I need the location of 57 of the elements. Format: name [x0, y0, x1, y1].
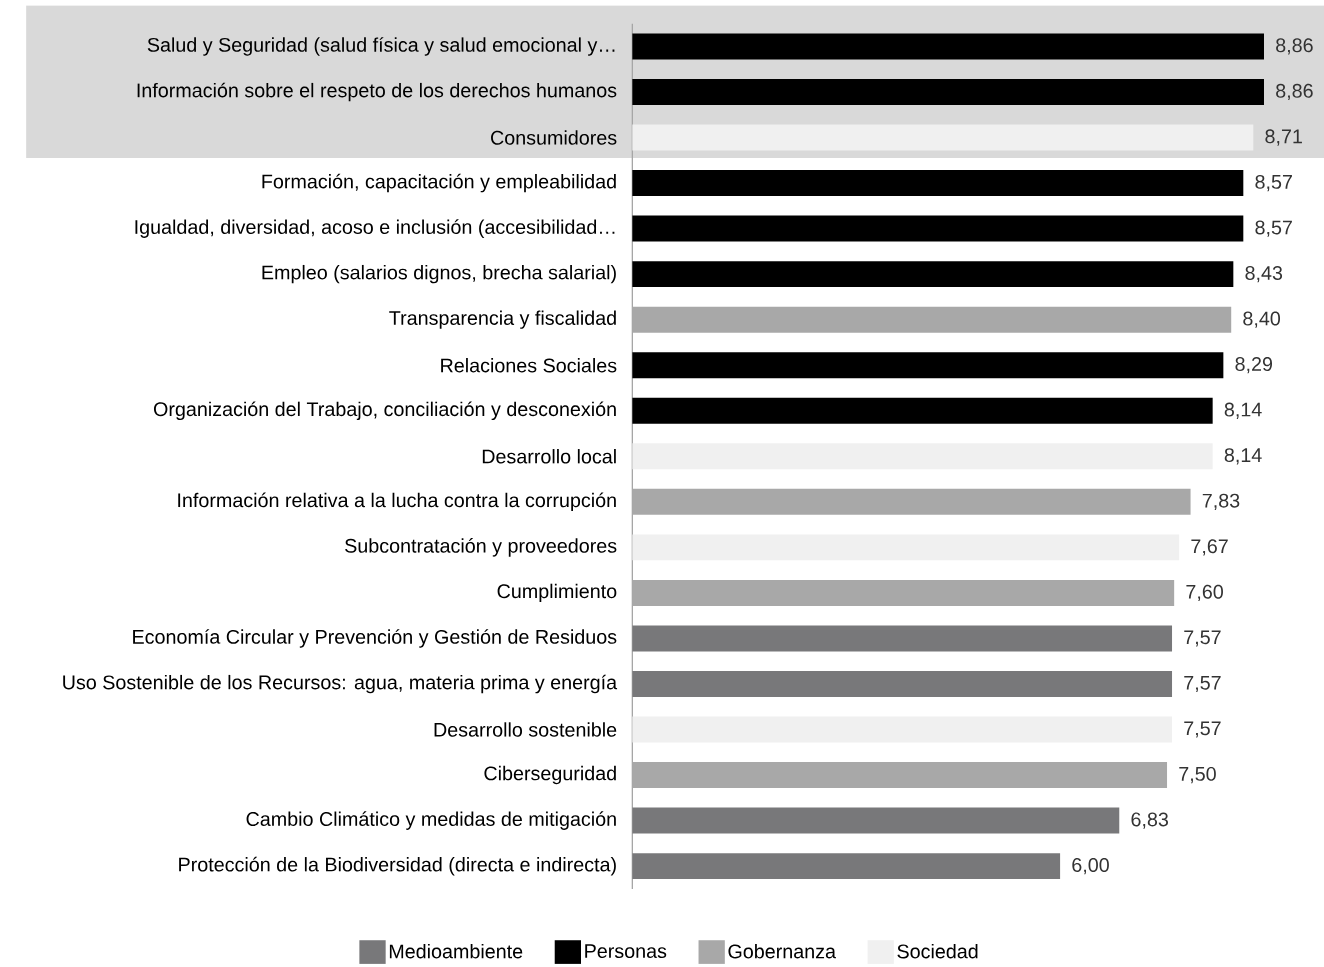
data-label: 8,57 [1255, 175, 1292, 192]
bar [632, 807, 1120, 834]
y-tick-label: Transparencia y fiscalidad [389, 310, 616, 330]
data-label: 7,60 [1186, 584, 1223, 602]
legend-label: Gobernanza [728, 944, 836, 959]
y-tick-label: Salud y Seguridad (salud física y salud emocional y… [147, 37, 615, 56]
data-label: 8,71 [1265, 129, 1302, 146]
data-label: 7,57 [1184, 721, 1221, 738]
data-label: 6,00 [1072, 858, 1109, 875]
bar [632, 398, 1213, 424]
legend-label: Personas [585, 944, 667, 959]
data-label: 7,67 [1191, 539, 1228, 556]
y-tick-label: Desarrollo local [482, 449, 616, 464]
legend-label: Medioambiente [389, 944, 523, 959]
y-tick-label: Organización del Trabajo, conciliación y desconexión [153, 401, 616, 421]
y-tick-label: Igualdad, diversidad, acoso e inclusión (accesibilidad… [135, 219, 615, 239]
data-label: 7,57 [1184, 630, 1221, 647]
y-tick-label: Formación, capacitación y empleabilidad [262, 173, 616, 193]
bar [632, 671, 1173, 698]
data-label: 8,57 [1255, 220, 1292, 237]
y-tick-label: Relaciones Sociales [441, 358, 617, 373]
data-label: 7,83 [1202, 493, 1240, 511]
bar [632, 716, 1173, 743]
y-tick-label: Subcontratación y proveedores [345, 538, 617, 557]
bar [632, 534, 1180, 561]
y-tick-label: Cambio Climático y medidas de mitigación [246, 811, 616, 831]
bar [632, 124, 1254, 151]
bar [632, 215, 1244, 242]
bar [632, 625, 1173, 652]
data-label: 7,50 [1179, 767, 1216, 784]
bar [632, 352, 1224, 379]
y-tick-label: Desarrollo sostenible [434, 722, 617, 737]
data-label: 8,86 [1276, 38, 1313, 55]
y-tick-label: Cumplimiento [497, 583, 617, 603]
y-tick-label: Información relativa a la lucha contra la corrupción [178, 492, 616, 512]
bar [632, 443, 1213, 470]
y-tick-label: Economía Circular y Prevención y Gestión de Residuos [133, 629, 617, 648]
data-label: 8,29 [1235, 357, 1273, 374]
legend-label: Sociedad [897, 944, 978, 959]
y-tick-label: Ciberseguridad [484, 766, 616, 785]
y-tick-label: Protección de la Biodiversidad (directa e indirecta) [179, 857, 616, 876]
data-label: 8,86 [1276, 84, 1313, 101]
y-tick-label: Información sobre el respeto de los derechos humanos [137, 82, 617, 102]
y-tick-label: Consumidores [491, 130, 617, 145]
bar [632, 33, 1264, 60]
data-label: 8,14 [1224, 402, 1262, 420]
bar [632, 79, 1264, 106]
y-tick-label: Empleo (salarios dignos, brecha salarial) [262, 265, 616, 284]
y-tick-label: Uso Sostenible de los Recursos: agua, materia prima y energía [63, 674, 618, 694]
data-label: 6,83 [1131, 812, 1169, 829]
data-label: 7,57 [1184, 676, 1221, 693]
data-label: 8,14 [1224, 448, 1262, 465]
data-label: 8,43 [1245, 266, 1283, 283]
bar [632, 261, 1234, 288]
bar [632, 170, 1244, 197]
data-label: 8,40 [1243, 311, 1281, 329]
bar [632, 853, 1061, 880]
